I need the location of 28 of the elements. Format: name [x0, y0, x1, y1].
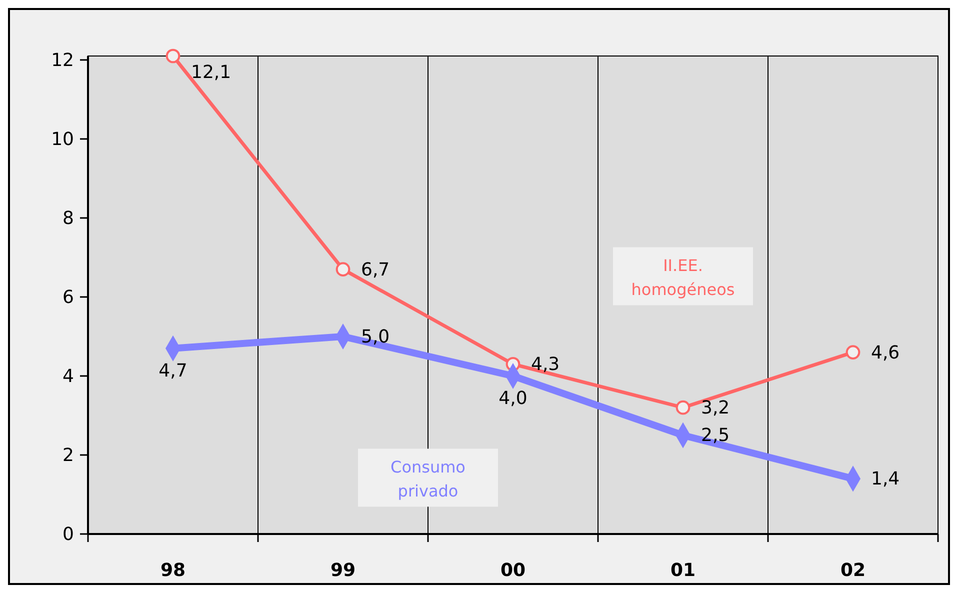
data-label: 5,0 [361, 326, 390, 348]
y-tick-label: 2 [62, 444, 74, 466]
data-label: 6,7 [361, 259, 390, 280]
data-label: 4,7 [158, 360, 188, 382]
x-tick-label: 01 [670, 560, 696, 581]
data-label: 12,1 [191, 62, 232, 83]
point [676, 400, 690, 415]
data-label: 2,5 [701, 425, 730, 446]
name-tag: Consumo privado [358, 448, 498, 507]
data-label: 4,6 [871, 342, 900, 364]
data-label: 4,0 [498, 388, 528, 409]
y-tick-label: 4 [62, 366, 74, 387]
data-label: 4,3 [531, 354, 560, 376]
y-tick-label: 8 [62, 208, 74, 229]
data-label: 1,4 [871, 468, 900, 490]
y-tick-label: 0 [62, 524, 74, 545]
y-tick-label: 12 [51, 50, 74, 71]
x-tick-label: 99 [330, 560, 356, 581]
point [336, 262, 350, 276]
x-tick-label: 00 [500, 560, 526, 581]
x-tick-label: 02 [840, 560, 866, 581]
y-tick-label: 10 [51, 128, 74, 150]
x-tick-label: 98 [160, 560, 186, 581]
y-tick-label: 6 [62, 286, 74, 308]
point [846, 345, 860, 360]
name-tag: II.EE. homogéneos [613, 247, 753, 306]
point [166, 48, 180, 64]
data-label: 3,2 [701, 398, 730, 419]
